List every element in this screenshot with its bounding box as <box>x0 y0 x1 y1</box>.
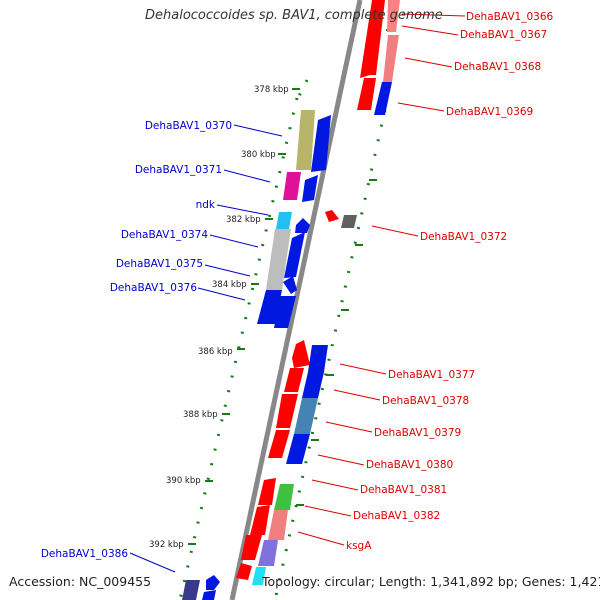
label-line-0377 <box>339 363 387 375</box>
gene-cyan-bottom[interactable] <box>252 567 266 585</box>
accession-text: Accession: NC_009455 <box>9 574 152 589</box>
gene-label[interactable]: DehaBAV1_0380 <box>366 459 453 471</box>
label-line-0381 <box>311 479 359 491</box>
gene-0386-forward-b[interactable] <box>202 590 216 600</box>
kbp-tick-label: 388 kbp <box>183 410 218 420</box>
gene-0386-forward-a[interactable] <box>206 575 220 590</box>
gene-reverse-bottom[interactable] <box>236 563 252 580</box>
label-line-0376 <box>197 287 246 301</box>
gene-0379-reverse[interactable] <box>276 394 298 428</box>
label-line-0370 <box>233 124 283 137</box>
gene-label[interactable]: DehaBAV1_0376 <box>110 282 198 294</box>
gene-reverse-0366[interactable] <box>360 0 385 78</box>
gene-label[interactable]: DehaBAV1_0374 <box>121 229 209 241</box>
gene-label[interactable]: DehaBAV1_0372 <box>420 231 507 243</box>
gene-0381-reverse[interactable] <box>258 478 276 505</box>
kbp-tick-label: 390 kbp <box>166 476 201 486</box>
gene-label[interactable]: DehaBAV1_0368 <box>454 61 541 73</box>
label-line-ndk <box>216 204 269 216</box>
label-line-0386 <box>129 552 176 573</box>
label-line-0371 <box>223 169 271 183</box>
label-line-0367 <box>401 25 459 36</box>
gene-0381[interactable] <box>274 484 294 510</box>
gene-label[interactable]: DehaBAV1_0369 <box>446 106 533 118</box>
gene-reverse-0368[interactable] <box>357 78 376 110</box>
gene-0374[interactable] <box>266 229 291 290</box>
gene-label[interactable]: ksgA <box>346 540 372 552</box>
gene-label[interactable]: DehaBAV1_0367 <box>460 29 547 41</box>
label-line-0375 <box>204 264 251 277</box>
gene-0370-forward[interactable] <box>311 115 331 172</box>
label-line-0382 <box>304 505 352 517</box>
gene-0372[interactable] <box>341 215 357 228</box>
gene-ndk-forward[interactable] <box>295 218 310 233</box>
gene-0379[interactable] <box>294 398 318 434</box>
gene-0368-outer[interactable] <box>383 35 399 82</box>
kbp-tick-label: 384 kbp <box>212 280 247 290</box>
gene-label[interactable]: ndk <box>196 199 216 211</box>
topology-text: Topology: circular; Length: 1,341,892 bp… <box>262 574 600 589</box>
kbp-tick-label: 392 kbp <box>149 540 184 550</box>
gene-label[interactable]: DehaBAV1_0366 <box>466 11 554 23</box>
gene-0382-reverse[interactable] <box>250 505 270 535</box>
gene-0380[interactable] <box>286 434 310 464</box>
gene-0371-forward[interactable] <box>302 175 318 202</box>
label-line-0366 <box>401 13 466 17</box>
kbp-tick-label: 386 kbp <box>198 347 233 357</box>
kbp-tick-label: 380 kbp <box>241 150 276 160</box>
gene-label[interactable]: DehaBAV1_0371 <box>135 164 222 176</box>
gene-0369[interactable] <box>374 82 392 115</box>
label-line-0374 <box>209 234 259 248</box>
map-title: Dehalococcoides sp. BAV1, complete genom… <box>145 8 443 23</box>
label-line-0372 <box>371 225 419 237</box>
label-line-0378 <box>333 389 381 401</box>
gene-0382[interactable] <box>268 510 288 540</box>
gene-label[interactable]: DehaBAV1_0379 <box>374 427 461 439</box>
label-line-ksgA <box>297 531 345 546</box>
kbp-tick-label: 382 kbp <box>226 215 261 225</box>
gene-0367[interactable] <box>387 0 400 32</box>
gene-0372-reverse[interactable] <box>325 210 339 222</box>
label-line-0368 <box>404 57 453 68</box>
gene-label[interactable]: DehaBAV1_0382 <box>353 510 440 522</box>
gene-0386[interactable] <box>182 580 200 600</box>
gene-0380-reverse[interactable] <box>268 430 290 458</box>
gene-ksgA-reverse[interactable] <box>241 535 262 560</box>
label-line-0380 <box>317 454 365 466</box>
gene-0377[interactable] <box>308 345 328 372</box>
genome-backbone <box>229 0 363 600</box>
gene-0378[interactable] <box>302 372 324 398</box>
gene-label[interactable]: DehaBAV1_0370 <box>145 120 232 132</box>
gene-0376-forward-b[interactable] <box>274 296 296 328</box>
gene-ksgA[interactable] <box>258 540 278 566</box>
gene-0378-reverse[interactable] <box>284 368 304 392</box>
gc-track-inner-top <box>296 79 309 99</box>
kbp-tick-label: 378 kbp <box>254 85 289 95</box>
gene-0377-reverse[interactable] <box>292 340 310 368</box>
label-line-0379 <box>325 421 373 433</box>
gene-0371[interactable] <box>283 172 301 200</box>
gene-label[interactable]: DehaBAV1_0381 <box>360 484 447 496</box>
label-line-0369 <box>397 102 445 112</box>
gene-label[interactable]: DehaBAV1_0378 <box>382 395 469 407</box>
gene-0375[interactable] <box>284 232 305 278</box>
gene-label[interactable]: DehaBAV1_0377 <box>388 369 475 381</box>
gene-0370[interactable] <box>296 110 315 170</box>
gene-label[interactable]: DehaBAV1_0386 <box>41 548 129 560</box>
gene-ndk[interactable] <box>276 212 292 229</box>
gene-label[interactable]: DehaBAV1_0375 <box>116 258 203 270</box>
gene-0376-forward-a[interactable] <box>283 276 297 294</box>
gene-0376[interactable] <box>257 290 282 324</box>
